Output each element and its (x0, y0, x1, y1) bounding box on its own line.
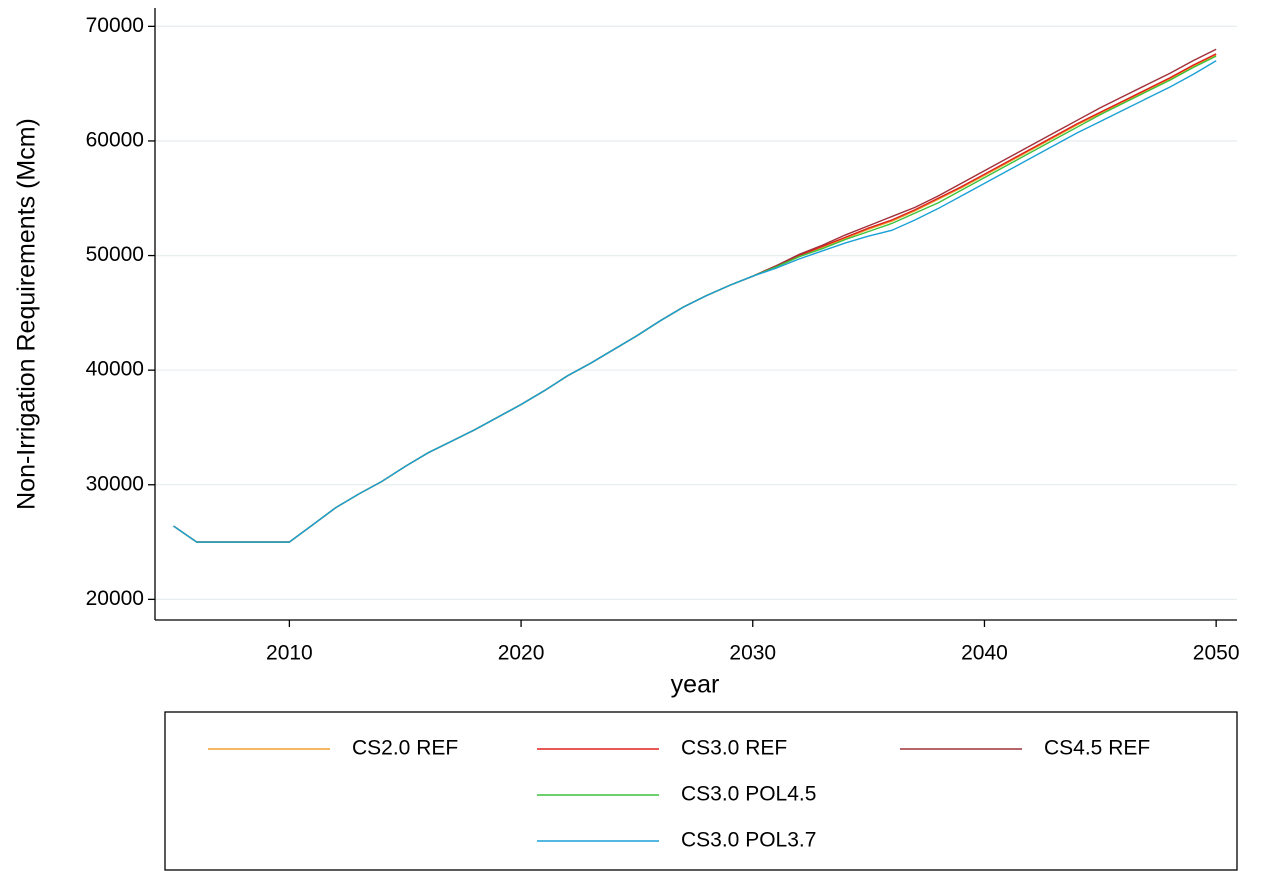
legend-box (164, 711, 1238, 871)
y-tick-label: 40000 (86, 358, 144, 381)
series-line (173, 54, 1217, 543)
series-line (173, 60, 1217, 543)
y-tick-label: 30000 (86, 472, 144, 495)
y-tick-label: 50000 (86, 243, 144, 266)
legend-label: CS3.0 POL3.7 (681, 829, 816, 852)
legend-label: CS3.0 REF (681, 737, 787, 760)
y-tick-label: 70000 (86, 14, 144, 37)
legend-label: CS2.0 REF (352, 737, 458, 760)
y-tick-label: 20000 (86, 587, 144, 610)
x-tick-label: 2040 (961, 642, 1008, 665)
y-tick-label: 60000 (86, 128, 144, 151)
x-tick-label: 2050 (1193, 642, 1240, 665)
x-axis-title: year (671, 671, 720, 699)
x-tick-label: 2010 (266, 642, 313, 665)
series-line (173, 53, 1217, 543)
x-tick-label: 2020 (498, 642, 545, 665)
legend-label: CS3.0 POL4.5 (681, 783, 816, 806)
x-tick-label: 2030 (729, 642, 776, 665)
legend-label: CS4.5 REF (1044, 737, 1150, 760)
y-axis-title: Non-Irrigation Requirements (Mcm) (13, 118, 41, 510)
series-line (173, 48, 1217, 543)
